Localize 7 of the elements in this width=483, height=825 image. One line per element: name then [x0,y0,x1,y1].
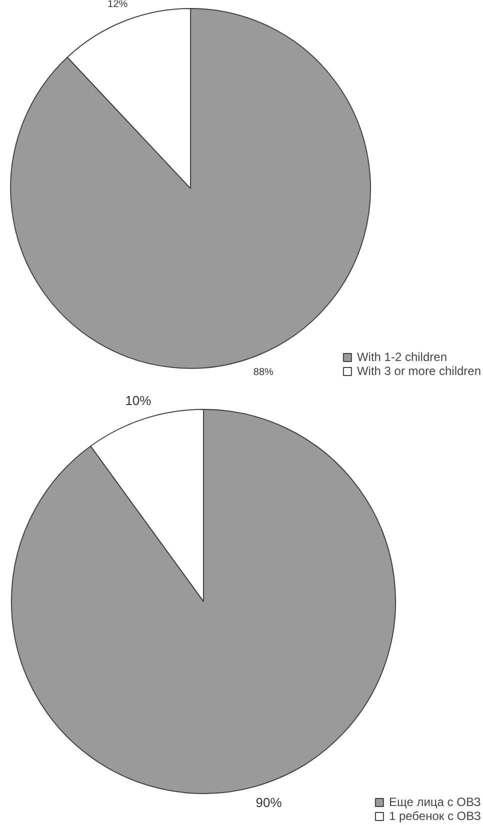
legend-label: With 3 or more children [356,364,481,378]
data-label: 10% [125,393,152,408]
legend-label: 1 ребенок с ОВЗ [388,809,481,823]
data-label: 88% [253,367,274,378]
data-label: 90% [256,794,282,810]
legend-label: With 1-2 children [356,350,447,364]
legend-label: Еще лица с ОВЗ [388,795,481,809]
